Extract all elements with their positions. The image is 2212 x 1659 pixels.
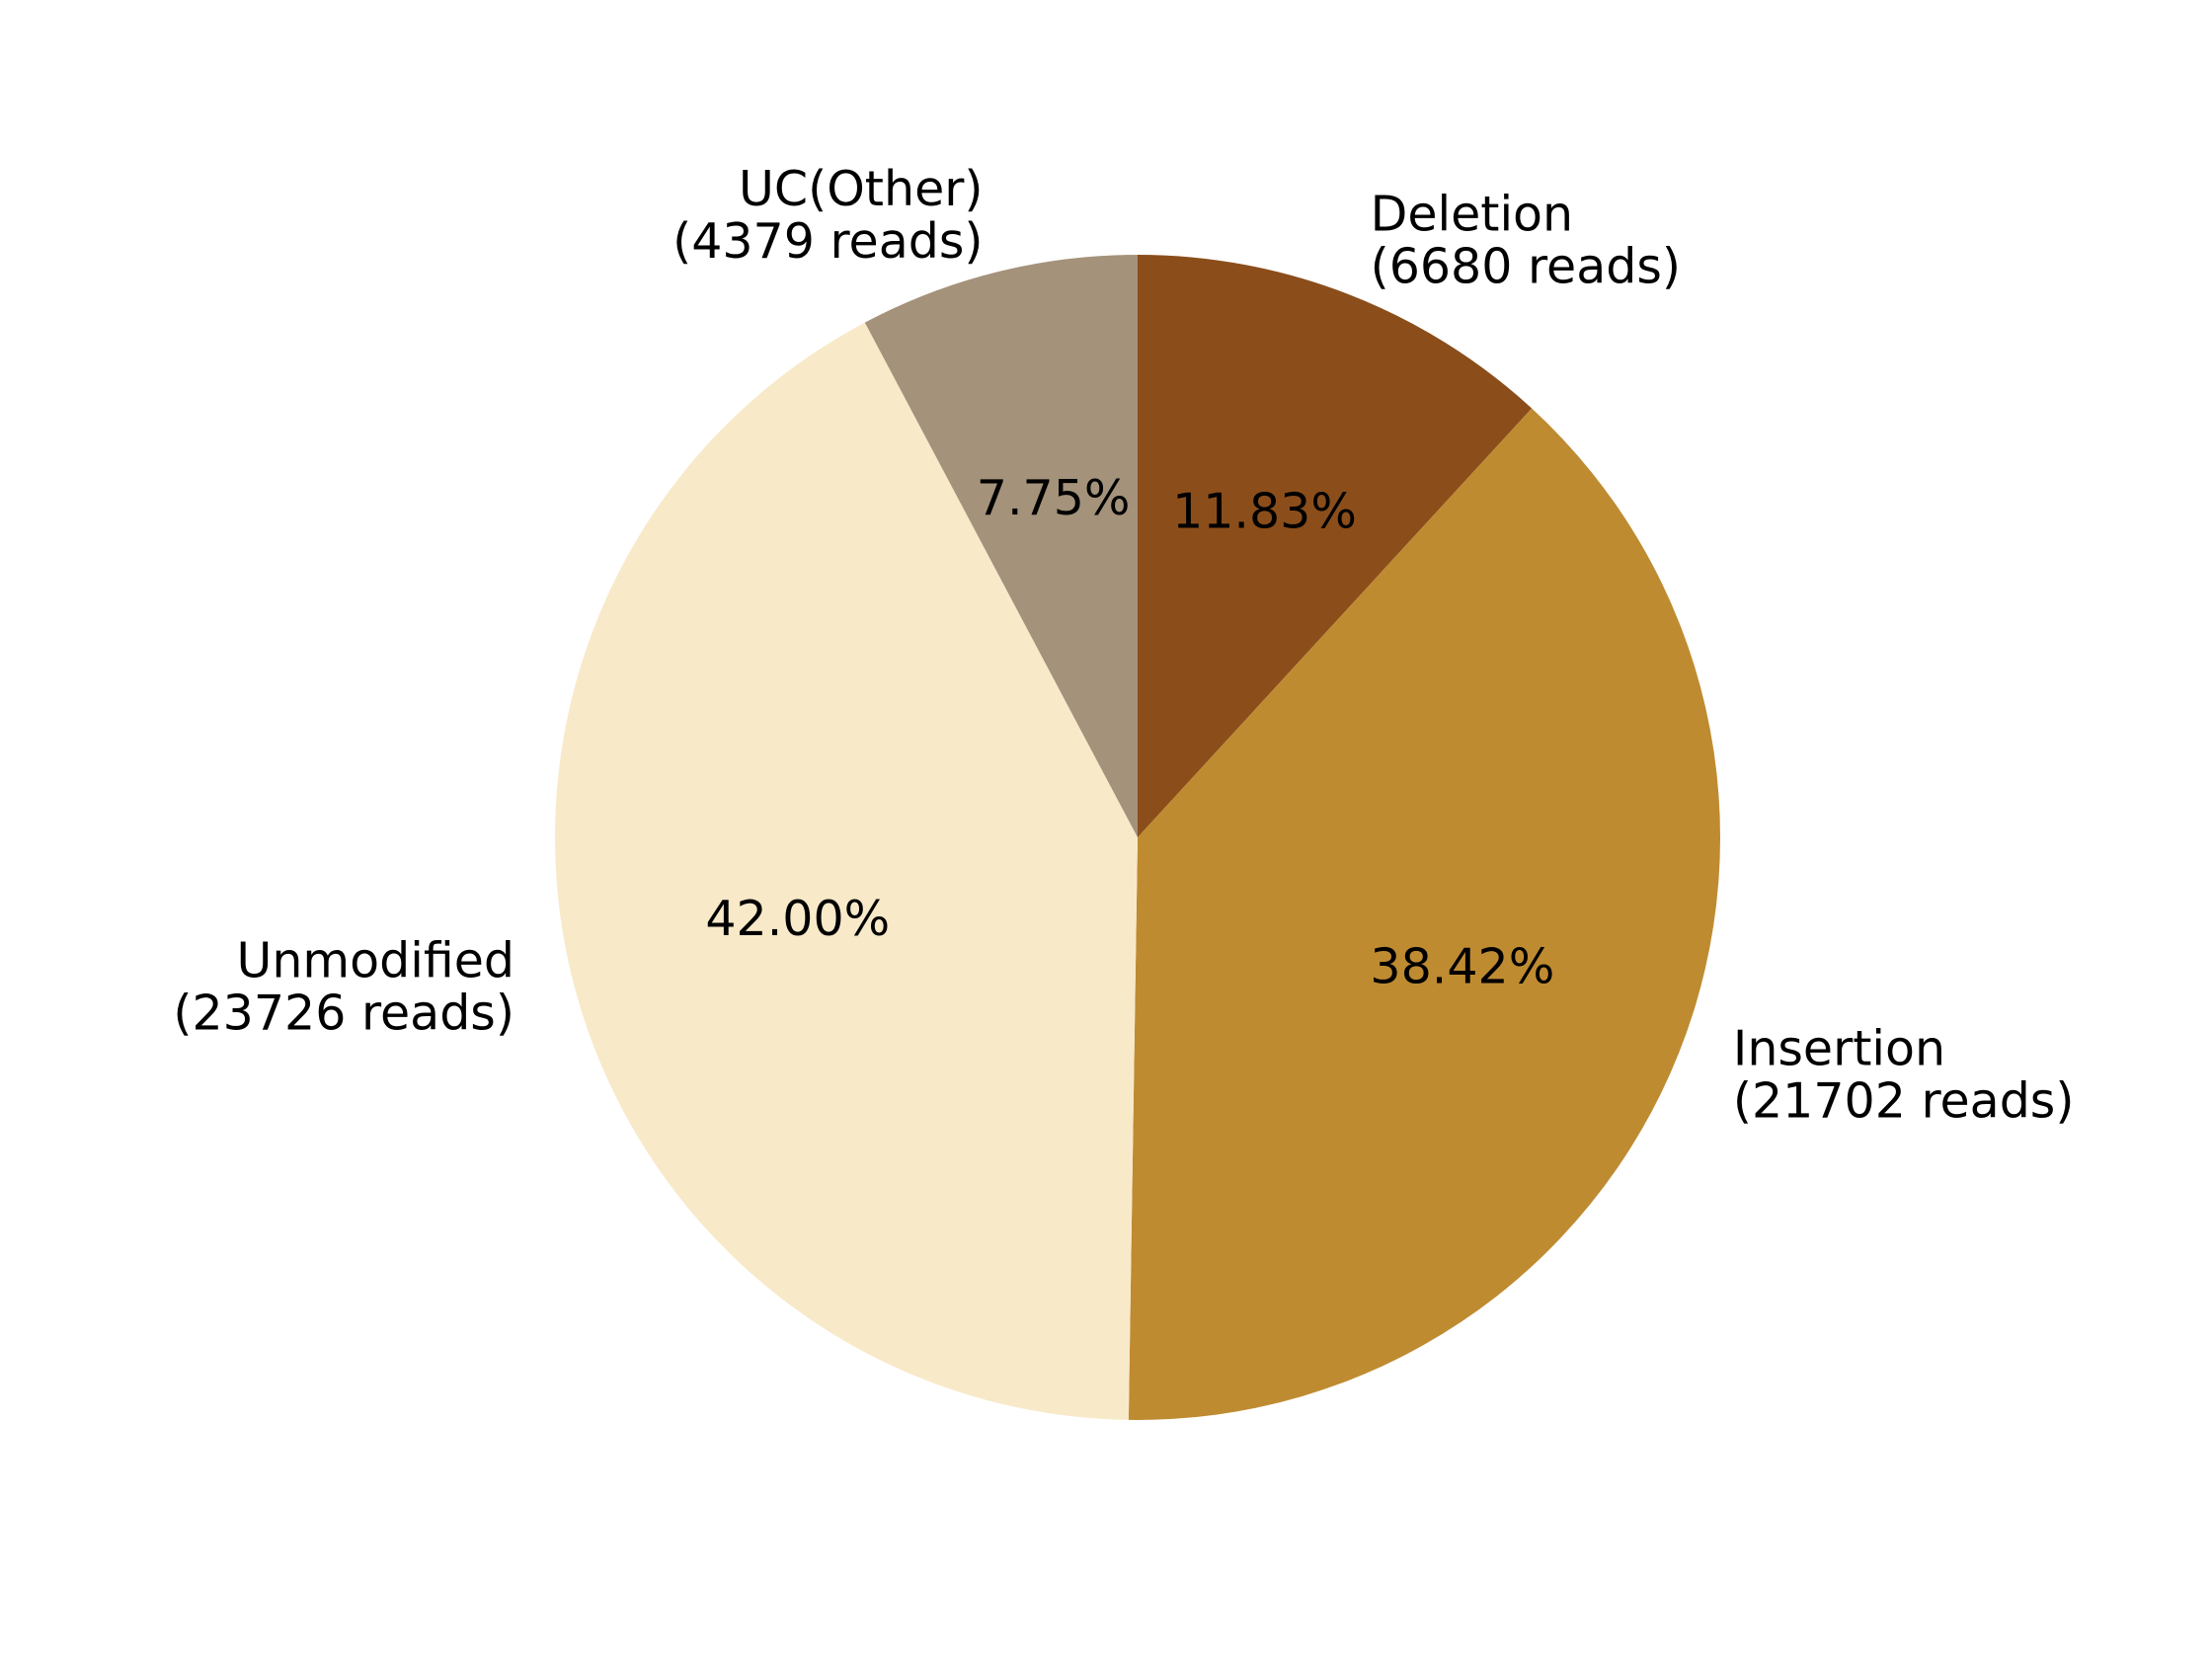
category-label: UC(Other) (4379 reads) [672, 161, 983, 270]
pie-slice-unmodified [555, 322, 1138, 1420]
percent-label: 7.75% [977, 470, 1131, 526]
category-label: Deletion (6680 reads) [1371, 186, 1681, 294]
category-reads: (4379 reads) [672, 213, 983, 270]
category-label: Insertion (21702 reads) [1733, 1020, 2075, 1129]
pie-slice-uc-other [864, 255, 1138, 837]
category-reads: (21702 reads) [1733, 1072, 2075, 1129]
pie-slice-deletion [1138, 255, 1533, 837]
category-reads: (23726 reads) [173, 986, 514, 1042]
category-label: Unmodified (23726 reads) [173, 933, 514, 1042]
category-reads: (6680 reads) [1371, 238, 1681, 294]
percent-label: 38.42% [1370, 939, 1554, 995]
percent-labels: 11.83% 38.42% 42.00% 7.75% [705, 470, 1554, 995]
category-name: UC(Other) [739, 161, 983, 217]
percent-label: 11.83% [1172, 484, 1357, 540]
category-name: Deletion [1371, 186, 1574, 242]
pie-slice-insertion [1128, 408, 1720, 1420]
category-labels: Deletion (6680 reads) Insertion (21702 read… [173, 161, 2074, 1129]
pie-slices [555, 255, 1720, 1420]
category-name: Unmodified [236, 933, 514, 989]
percent-label: 42.00% [705, 891, 890, 947]
category-name: Insertion [1733, 1020, 1945, 1076]
